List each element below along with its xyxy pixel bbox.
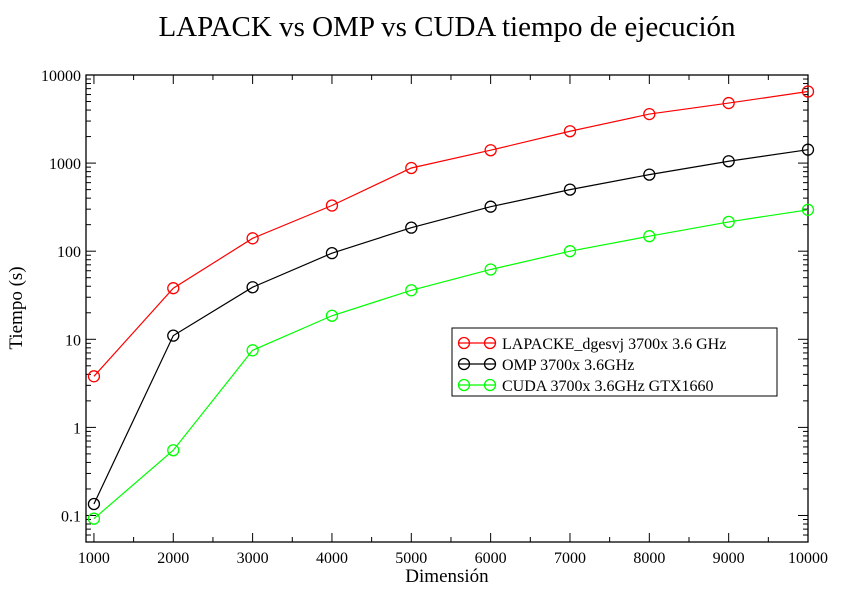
series-2 — [87, 203, 815, 525]
x-tick-label: 4000 — [316, 550, 348, 567]
data-point — [167, 444, 180, 457]
x-tick-label: 1000 — [78, 550, 110, 567]
legend-marker — [483, 336, 497, 350]
x-tick-label: 9000 — [713, 550, 745, 567]
data-point — [405, 161, 418, 175]
data-point — [87, 497, 101, 511]
x-tick-label: 8000 — [633, 550, 665, 567]
data-point — [643, 107, 656, 121]
data-point — [167, 282, 180, 295]
series-1 — [87, 143, 815, 511]
x-axis-label: Dimensión — [405, 566, 489, 587]
x-tick-label: 10000 — [788, 550, 828, 567]
data-point — [801, 85, 815, 98]
plot-frame — [85, 74, 809, 543]
legend-marker — [483, 357, 497, 371]
data-point — [405, 221, 418, 234]
data-point — [405, 284, 418, 297]
series-0 — [87, 85, 815, 383]
y-tick-label: 10 — [65, 332, 81, 349]
legend-marker — [457, 378, 471, 392]
data-point — [722, 96, 735, 110]
data-point — [484, 144, 497, 157]
legend-label: CUDA 3700x 3.6GHz GTX1660 — [502, 378, 714, 395]
chart-title: LAPACK vs OMP vs CUDA tiempo de ejecució… — [158, 11, 736, 43]
data-point — [801, 143, 815, 156]
data-point — [563, 245, 577, 258]
series-line — [93, 209, 809, 520]
data-point — [484, 263, 497, 276]
data-point — [722, 155, 735, 168]
y-tick-label: 100 — [57, 244, 81, 261]
y-tick-label: 1000 — [49, 156, 81, 173]
legend-label: LAPACKE_dgesvj 3700x 3.6 GHz — [502, 336, 726, 353]
legend-marker — [457, 336, 471, 350]
data-point — [801, 203, 815, 216]
legend-entry: OMP 3700x 3.6GHz — [457, 357, 634, 374]
data-point — [722, 215, 735, 229]
x-tick-label: 7000 — [554, 550, 586, 567]
x-tick-label: 3000 — [237, 550, 269, 567]
data-point — [246, 344, 259, 357]
legend: LAPACKE_dgesvj 3700x 3.6 GHz OMP 3700x 3.… — [451, 327, 778, 397]
data-point — [325, 199, 339, 212]
x-tick-label: 2000 — [157, 550, 189, 567]
y-axis-label: Tiempo (s) — [6, 266, 27, 349]
data-point — [246, 232, 259, 245]
legend-marker — [483, 378, 497, 392]
y-tick-label: 0.1 — [61, 508, 81, 525]
series-layer — [87, 85, 815, 525]
data-point — [87, 512, 101, 525]
y-tick-label: 10000 — [41, 68, 81, 85]
data-point — [325, 309, 339, 322]
series-line — [93, 149, 809, 505]
legend-label: OMP 3700x 3.6GHz — [502, 357, 634, 374]
data-point — [563, 183, 577, 196]
legend-box — [451, 327, 778, 397]
data-point — [87, 370, 101, 383]
series-line — [93, 90, 809, 377]
data-point — [643, 168, 656, 181]
data-point — [563, 125, 577, 138]
data-point — [484, 200, 497, 213]
legend-marker — [457, 357, 471, 371]
data-point — [167, 329, 180, 342]
data-point — [246, 281, 259, 294]
x-tick-label: 5000 — [395, 550, 427, 567]
axis-ticks: 1000 2000 3000 4000 5000 6000 7000 8000 9000 1000… — [41, 68, 828, 567]
data-point — [325, 247, 339, 260]
x-tick-label: 6000 — [475, 550, 507, 567]
legend-entry: CUDA 3700x 3.6GHz GTX1660 — [457, 378, 714, 395]
data-point — [643, 230, 656, 243]
legend-entry: LAPACKE_dgesvj 3700x 3.6 GHz — [457, 336, 726, 353]
y-tick-label: 1 — [73, 420, 81, 437]
